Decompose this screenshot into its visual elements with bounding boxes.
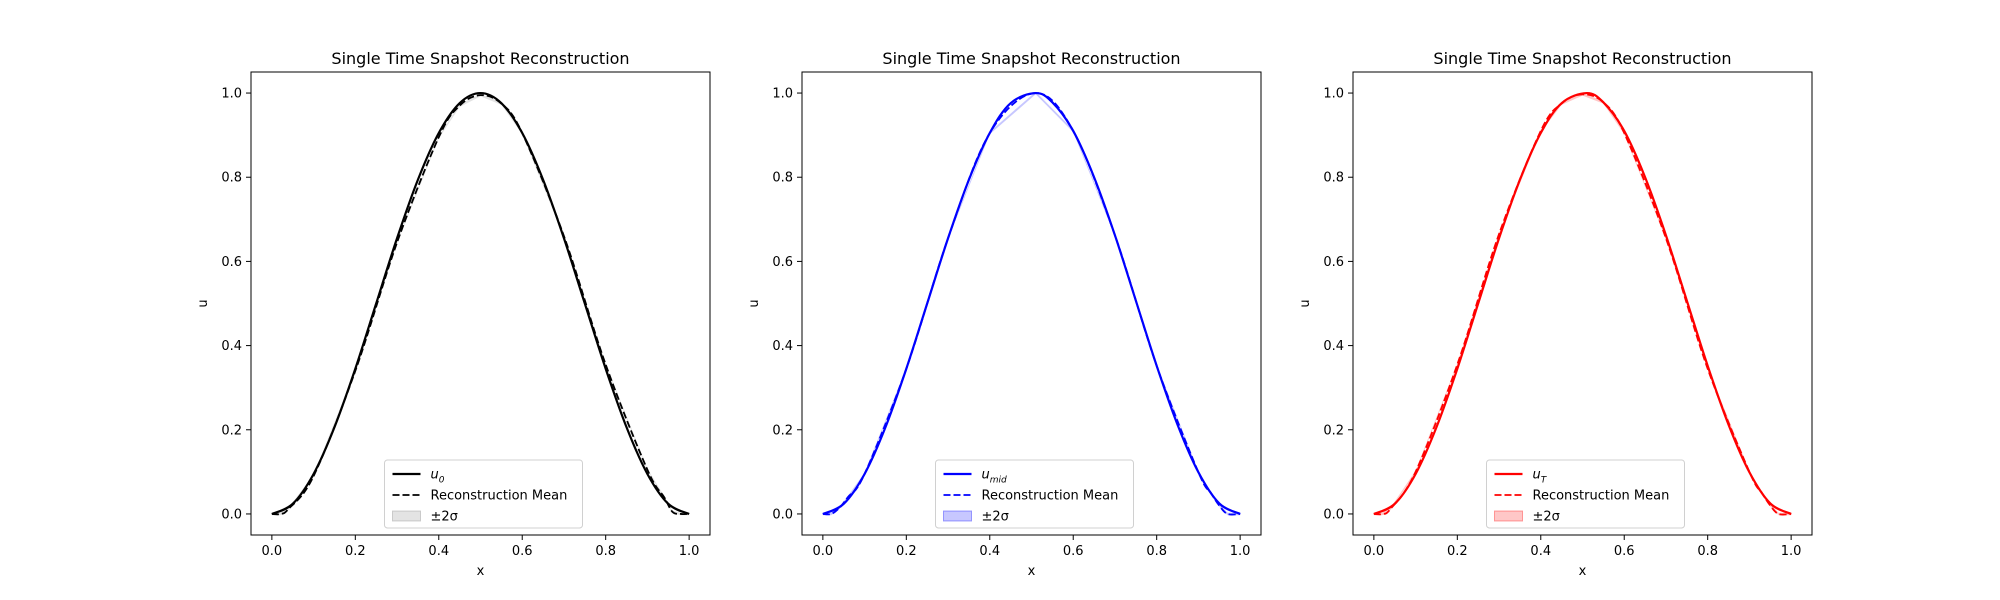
legend-box xyxy=(384,459,583,529)
chart-title: Single Time Snapshot Reconstruction xyxy=(882,49,1180,68)
legend-label-true-subscript: 0 xyxy=(439,476,445,486)
legend-label-band: ±2σ xyxy=(1533,510,1560,525)
legend-3: uT Reconstruction Mean ±2σ xyxy=(1486,459,1685,529)
x-tick-label: 0.0 xyxy=(262,544,283,559)
x-tick-label: 0.8 xyxy=(1146,544,1167,559)
y-axis-label: u xyxy=(1298,299,1313,307)
x-tick-label: 0.2 xyxy=(1447,544,1468,559)
x-tick-label: 1.0 xyxy=(679,544,700,559)
y-tick-label: 0.4 xyxy=(221,339,242,354)
legend-label-true-name: u xyxy=(431,468,439,483)
legend-label-true-name: u xyxy=(982,468,990,483)
chart-panel-1: 0.0 0.2 0.4 0.6 0.8 1.0 0.0 0.2 0.4 0.6 0.8 1.0 Sing… xyxy=(196,49,711,579)
x-tick-label: 1.0 xyxy=(1230,544,1251,559)
legend-label-true: umid xyxy=(982,468,1008,486)
x-tick-label: 0.2 xyxy=(345,544,366,559)
x-tick-label: 0.6 xyxy=(1063,544,1084,559)
legend-2: umid Reconstruction Mean ±2σ xyxy=(935,459,1134,529)
y-tick-label: 0.2 xyxy=(772,423,793,438)
x-tick-label: 1.0 xyxy=(1781,544,1802,559)
y-tick-label: 0.4 xyxy=(772,339,793,354)
legend-label-mean: Reconstruction Mean xyxy=(1533,489,1670,504)
y-tick-label: 0.6 xyxy=(772,255,793,270)
legend-label-true: uT xyxy=(1533,468,1548,486)
x-axis-label: x xyxy=(1028,564,1036,579)
y-axis-label: u xyxy=(196,299,211,307)
true-solution-line-3 xyxy=(1373,91,1792,515)
axes-frame-2 xyxy=(801,71,1262,536)
x-tick-label: 0.6 xyxy=(512,544,533,559)
reconstruction-mean-line-1 xyxy=(271,94,690,516)
y-tick-label: 0.8 xyxy=(221,171,242,186)
y-tick-label: 1.0 xyxy=(221,87,242,102)
legend-label-mean: Reconstruction Mean xyxy=(431,489,568,504)
uncertainty-band-3 xyxy=(1373,93,1792,516)
y-axis-label: u xyxy=(747,299,762,307)
y-tick-label: 0.0 xyxy=(221,507,242,522)
y-tick-label: 0.4 xyxy=(1323,339,1344,354)
y-tick-label: 0.0 xyxy=(772,507,793,522)
x-tick-label: 0.0 xyxy=(813,544,834,559)
y-tick-label: 0.6 xyxy=(1323,255,1344,270)
y-tick-label: 0.8 xyxy=(1323,171,1344,186)
chart-title: Single Time Snapshot Reconstruction xyxy=(1433,49,1731,68)
axes-frame-3 xyxy=(1352,71,1813,536)
uncertainty-band-2 xyxy=(822,91,1241,516)
x-tick-label: 0.4 xyxy=(979,544,1000,559)
x-tick-label: 0.8 xyxy=(1697,544,1718,559)
legend-band-swatch xyxy=(943,510,972,522)
legend-band-swatch xyxy=(1494,510,1523,522)
x-axis-label: x xyxy=(477,564,485,579)
true-solution-line-2 xyxy=(822,91,1241,515)
legend-label-true-subscript: mid xyxy=(990,476,1007,486)
chart-panel-2: 0.0 0.2 0.4 0.6 0.8 1.0 0.0 0.2 0.4 0.6 0.8 1.0 Sing… xyxy=(747,49,1262,579)
x-tick-label: 0.4 xyxy=(1530,544,1551,559)
true-solution-line-1 xyxy=(271,91,690,515)
y-tick-label: 1.0 xyxy=(772,87,793,102)
y-tick-label: 0.2 xyxy=(1323,423,1344,438)
y-tick-label: 0.6 xyxy=(221,255,242,270)
legend-label-band: ±2σ xyxy=(431,510,458,525)
legend-label-true-name: u xyxy=(1533,468,1541,483)
y-tick-label: 0.2 xyxy=(221,423,242,438)
axes-frame-1 xyxy=(250,71,711,536)
x-tick-label: 0.8 xyxy=(595,544,616,559)
x-axis-label: x xyxy=(1579,564,1587,579)
legend-1: u0 Reconstruction Mean ±2σ xyxy=(384,459,583,529)
reconstruction-mean-line-2 xyxy=(822,92,1241,516)
legend-band-swatch xyxy=(392,510,421,522)
x-tick-label: 0.0 xyxy=(1364,544,1385,559)
legend-label-true: u0 xyxy=(431,468,445,486)
y-tick-label: 0.0 xyxy=(1323,507,1344,522)
legend-label-mean: Reconstruction Mean xyxy=(982,489,1119,504)
legend-box xyxy=(935,459,1134,529)
chart-title: Single Time Snapshot Reconstruction xyxy=(331,49,629,68)
chart-panel-3: 0.0 0.2 0.4 0.6 0.8 1.0 0.0 0.2 0.4 0.6 0.8 1.0 Sing… xyxy=(1298,49,1813,579)
legend-label-band: ±2σ xyxy=(982,510,1009,525)
legend-box xyxy=(1486,459,1685,529)
y-tick-label: 0.8 xyxy=(772,171,793,186)
x-tick-label: 0.4 xyxy=(428,544,449,559)
legend-label-true-subscript: T xyxy=(1541,476,1548,486)
reconstruction-mean-line-3 xyxy=(1373,93,1792,516)
y-tick-label: 1.0 xyxy=(1323,87,1344,102)
x-tick-label: 0.6 xyxy=(1614,544,1635,559)
uncertainty-band-1 xyxy=(271,93,690,516)
x-tick-label: 0.2 xyxy=(896,544,917,559)
